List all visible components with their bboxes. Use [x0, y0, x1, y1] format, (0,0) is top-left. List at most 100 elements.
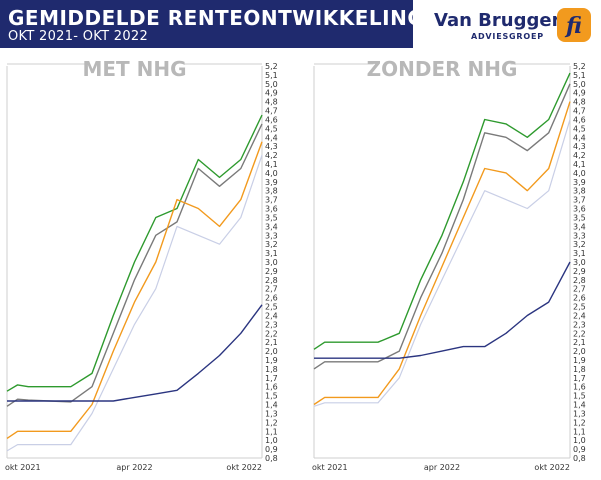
x-tick-label: okt 2021 — [312, 463, 348, 472]
y-tick-label: 3,2 — [265, 240, 278, 249]
y-tick-label: 5,1 — [573, 71, 586, 80]
y-tick-label: 2,2 — [573, 329, 586, 338]
y-tick-label: 1,0 — [573, 436, 586, 445]
y-tick-label: 1,2 — [573, 418, 586, 427]
chart-panel-2: ZONDER NHG 5,25,15,04,94,84,74,64,54,44,3… — [312, 57, 586, 472]
y-tick-label: 4,2 — [573, 151, 586, 160]
y-tick-label: 4,4 — [265, 133, 278, 142]
y-tick-label: 3,3 — [573, 231, 586, 240]
y-tick-label: 5,0 — [573, 80, 586, 89]
header-banner: GEMIDDELDE RENTEONTWIKKELING OKT 2021- O… — [0, 0, 424, 48]
series-line-4 — [313, 119, 571, 407]
y-tick-label: 1,5 — [265, 392, 278, 401]
y-tick-label: 1,4 — [265, 401, 278, 410]
x-tick-label: okt 2022 — [534, 463, 570, 472]
y-tick-label: 4,7 — [573, 107, 586, 116]
series-line-2 — [6, 123, 263, 407]
y-tick-label: 4,1 — [265, 160, 278, 169]
x-tick-label: apr 2022 — [424, 463, 460, 472]
y-tick-label: 2,0 — [573, 347, 586, 356]
y-tick-label: 5,0 — [265, 80, 278, 89]
y-tick-label: 4,5 — [265, 124, 278, 133]
y-tick-label: 4,8 — [265, 98, 278, 107]
y-tick-label: 5,1 — [265, 71, 278, 80]
y-tick-label: 3,5 — [573, 213, 586, 222]
y-tick-label: 3,6 — [265, 205, 278, 214]
y-tick-label: 3,1 — [573, 249, 586, 258]
y-tick-label: 2,1 — [265, 338, 278, 347]
y-tick-label: 3,8 — [265, 187, 278, 196]
y-tick-label: 4,8 — [573, 98, 586, 107]
y-tick-label: 1,5 — [573, 392, 586, 401]
x-tick-label: apr 2022 — [116, 463, 152, 472]
series-line-5 — [314, 261, 571, 359]
y-tick-label: 1,9 — [265, 356, 278, 365]
logo-mark-text: fi — [564, 13, 582, 39]
y-tick-label: 1,2 — [265, 418, 278, 427]
logo-mark-icon: fi — [557, 8, 591, 42]
y-tick-label: 3,6 — [573, 205, 586, 214]
y-tick-label: 2,7 — [265, 285, 278, 294]
y-tick-label: 3,3 — [265, 231, 278, 240]
y-tick-label: 1,0 — [265, 436, 278, 445]
y-tick-label: 1,8 — [265, 365, 278, 374]
y-tick-label: 2,8 — [265, 276, 278, 285]
series-line-1 — [6, 114, 263, 392]
logo-sub: ADVIESGROEP — [471, 32, 544, 41]
y-tick-label: 2,3 — [265, 320, 278, 329]
y-tick-label: 3,9 — [573, 178, 586, 187]
y-tick-label: 3,5 — [265, 213, 278, 222]
y-tick-label: 4,6 — [265, 115, 278, 124]
y-tick-label: 1,3 — [265, 409, 278, 418]
y-tick-label: 4,9 — [265, 89, 278, 98]
y-tick-label: 3,0 — [265, 258, 278, 267]
y-tick-label: 2,9 — [265, 267, 278, 276]
y-tick-label: 4,6 — [573, 115, 586, 124]
series-line-3 — [313, 101, 571, 406]
series-line-4 — [6, 154, 263, 452]
y-tick-label: 4,5 — [573, 124, 586, 133]
y-tick-label: 1,6 — [265, 383, 278, 392]
y-tick-label: 5,2 — [265, 62, 278, 71]
chart-panel-1: MET NHG 5,25,15,04,94,84,74,64,54,44,34,2… — [5, 57, 278, 472]
y-tick-label: 0,9 — [265, 445, 278, 454]
y-tick-label: 3,8 — [573, 187, 586, 196]
y-tick-label: 2,1 — [573, 338, 586, 347]
chart-title: ZONDER NHG — [367, 57, 518, 81]
series-line-2 — [313, 83, 571, 370]
y-tick-label: 2,9 — [573, 267, 586, 276]
y-tick-label: 4,0 — [573, 169, 586, 178]
y-tick-label: 4,4 — [573, 133, 586, 142]
y-tick-label: 1,8 — [573, 365, 586, 374]
y-tick-label: 4,0 — [265, 169, 278, 178]
y-tick-label: 4,7 — [265, 107, 278, 116]
y-tick-label: 0,8 — [573, 454, 586, 463]
y-tick-label: 3,4 — [573, 222, 586, 231]
y-tick-label: 1,7 — [265, 374, 278, 383]
y-tick-label: 2,5 — [265, 303, 278, 312]
y-tick-label: 3,9 — [265, 178, 278, 187]
y-tick-label: 2,8 — [573, 276, 586, 285]
y-tick-label: 1,4 — [573, 401, 586, 410]
y-tick-label: 2,0 — [265, 347, 278, 356]
y-tick-label: 3,4 — [265, 222, 278, 231]
y-tick-label: 2,6 — [265, 294, 278, 303]
y-tick-label: 1,1 — [265, 427, 278, 436]
y-tick-label: 2,4 — [265, 311, 278, 320]
y-tick-label: 1,6 — [573, 383, 586, 392]
y-tick-label: 0,8 — [265, 454, 278, 463]
y-tick-label: 1,9 — [573, 356, 586, 365]
logo-name: Van Bruggen — [434, 10, 565, 31]
y-tick-label: 3,7 — [265, 196, 278, 205]
y-tick-label: 1,1 — [573, 427, 586, 436]
y-tick-label: 4,9 — [573, 89, 586, 98]
y-tick-label: 2,6 — [573, 294, 586, 303]
y-tick-label: 2,2 — [265, 329, 278, 338]
x-tick-label: okt 2022 — [226, 463, 262, 472]
y-tick-label: 3,0 — [573, 258, 586, 267]
y-tick-label: 4,2 — [265, 151, 278, 160]
y-tick-label: 5,2 — [573, 62, 586, 71]
y-tick-label: 3,1 — [265, 249, 278, 258]
y-tick-label: 2,7 — [573, 285, 586, 294]
